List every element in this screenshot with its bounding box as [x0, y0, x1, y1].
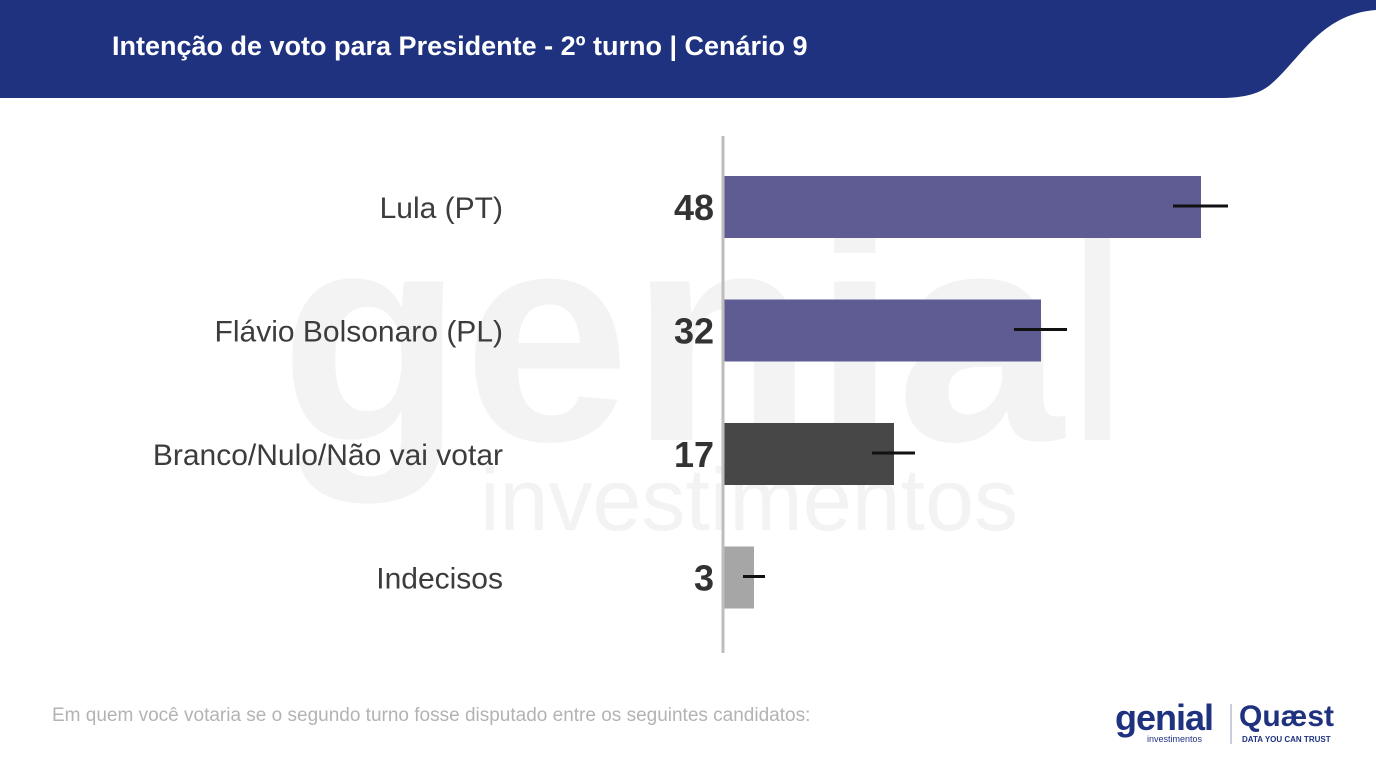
data-label: 3 [694, 558, 714, 599]
page-title: Intenção de voto para Presidente - 2º tu… [112, 31, 808, 61]
bar [724, 423, 894, 485]
quaest-logo: Quæst [1239, 700, 1335, 733]
category-label: Indecisos [376, 563, 503, 596]
svg-text:genial: genial [280, 225, 1110, 506]
genial-watermark: genial investimentos [280, 225, 1110, 545]
brand-logos: genial investimentos Quæst DATA YOU CAN … [1115, 700, 1355, 750]
category-label: Flávio Bolsonaro (PL) [215, 316, 503, 349]
bar [724, 299, 1041, 362]
bar [724, 176, 1201, 238]
logo-divider [1230, 704, 1232, 744]
header-background [0, 0, 1376, 98]
genial-logo: genial [1115, 697, 1214, 738]
data-label: 32 [674, 311, 714, 352]
header-banner: Intenção de voto para Presidente - 2º tu… [0, 0, 1376, 98]
data-label: 17 [674, 434, 714, 475]
data-label: 48 [674, 187, 714, 228]
quaest-tagline: DATA YOU CAN TRUST [1242, 735, 1331, 744]
category-label: Branco/Nulo/Não vai votar [153, 439, 503, 472]
question-footnote: Em quem você votaria se o segundo turno … [52, 705, 811, 726]
category-label: Lula (PT) [380, 192, 503, 225]
genial-logo-sub: investimentos [1147, 734, 1203, 744]
